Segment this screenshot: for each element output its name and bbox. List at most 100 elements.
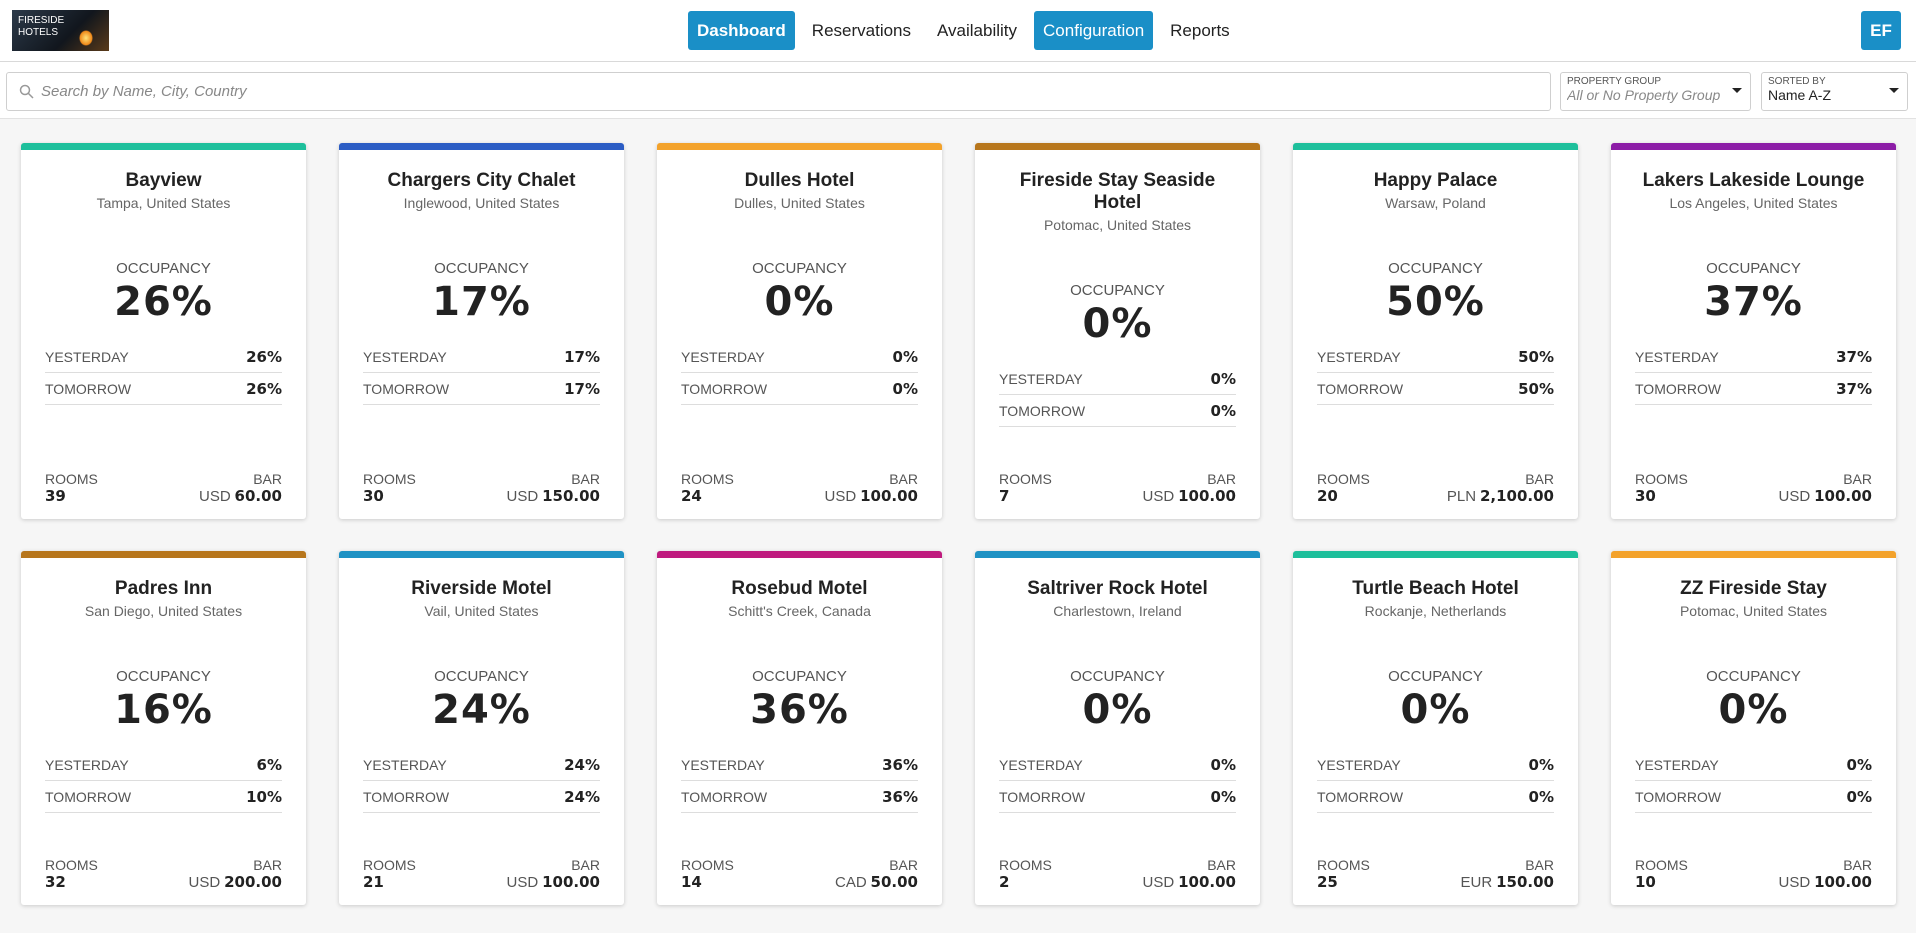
hotel-card[interactable]: Chargers City Chalet Inglewood, United St…	[339, 143, 624, 519]
tomorrow-label: TOMORROW	[1635, 788, 1722, 805]
bar-label: BAR	[889, 471, 918, 487]
nav-item[interactable]: Availability	[937, 21, 1018, 40]
yesterday-value: 0%	[1210, 755, 1236, 774]
hotel-name: Turtle Beach Hotel	[1352, 578, 1519, 599]
occupancy-rows: YESTERDAY 26% TOMORROW 26%	[45, 341, 282, 405]
yesterday-label: YESTERDAY	[45, 348, 129, 365]
nav-item[interactable]: Configuration	[1034, 11, 1154, 50]
rooms-label: ROOMS	[1635, 471, 1688, 487]
nav-item[interactable]: Reservations	[811, 21, 912, 40]
hotel-location: Inglewood, United States	[403, 195, 560, 211]
occupancy-label: OCCUPANCY	[1388, 260, 1483, 277]
bar-value-line: USD 100.00	[1779, 873, 1872, 891]
rooms-value: 7	[999, 487, 1010, 505]
yesterday-label: YESTERDAY	[681, 756, 765, 773]
select-label: PROPERTY GROUP	[1567, 76, 1662, 87]
occupancy-value: 0%	[764, 279, 835, 325]
occupancy-label: OCCUPANCY	[434, 668, 529, 685]
hotel-card[interactable]: Bayview Tampa, United States OCCUPANCY 26% Y…	[21, 143, 306, 519]
currency: USD	[506, 874, 539, 891]
hotel-card[interactable]: ZZ Fireside Stay Potomac, United States OC…	[1611, 551, 1896, 905]
tomorrow-row: TOMORROW 24%	[363, 781, 600, 813]
yesterday-value: 0%	[1528, 755, 1554, 774]
yesterday-label: YESTERDAY	[999, 370, 1083, 387]
hotel-card[interactable]: Saltriver Rock Hotel Charlestown, Ireland…	[975, 551, 1260, 905]
logo-text: FIRESIDE	[18, 15, 65, 26]
rooms-label: ROOMS	[1317, 857, 1370, 873]
nav-item[interactable]: Reports	[1170, 21, 1230, 40]
card-footer: ROOMS 7 BAR USD 100.00	[999, 471, 1236, 505]
rooms: ROOMS 21	[363, 857, 416, 891]
card-footer: ROOMS 24 BAR USD 100.00	[681, 471, 918, 505]
tomorrow-row: TOMORROW 37%	[1635, 373, 1872, 405]
yesterday-row: YESTERDAY 37%	[1635, 341, 1872, 373]
occupancy-value: 0%	[1082, 687, 1153, 733]
currency: USD	[1778, 488, 1811, 505]
nav-item[interactable]: Dashboard	[688, 11, 795, 50]
hotel-location: Warsaw, Poland	[1385, 195, 1486, 211]
bar-value-line: PLN 2,100.00	[1447, 487, 1554, 505]
tomorrow-value: 24%	[564, 787, 600, 806]
bar-value: 60.00	[234, 487, 282, 505]
rooms-value: 39	[45, 487, 66, 505]
bar-label: BAR	[1843, 857, 1872, 873]
hotel-card[interactable]: Padres Inn San Diego, United States OCCUPA…	[21, 551, 306, 905]
hotel-location: Los Angeles, United States	[1669, 195, 1838, 211]
bar-value-line: USD 100.00	[507, 873, 600, 891]
yesterday-row: YESTERDAY 17%	[363, 341, 600, 373]
occupancy-rows: YESTERDAY 0% TOMORROW 0%	[1635, 749, 1872, 813]
yesterday-label: YESTERDAY	[45, 756, 129, 773]
yesterday-row: YESTERDAY 24%	[363, 749, 600, 781]
hotel-card[interactable]: Dulles Hotel Dulles, United States OCCUPAN…	[657, 143, 942, 519]
bar-value-line: USD 150.00	[507, 487, 600, 505]
rooms-label: ROOMS	[1635, 857, 1688, 873]
occupancy-label: OCCUPANCY	[116, 668, 211, 685]
logo[interactable]: FIRESIDE HOTELS	[12, 10, 109, 51]
tomorrow-label: TOMORROW	[1635, 380, 1722, 397]
yesterday-row: YESTERDAY 0%	[681, 341, 918, 373]
hotel-card[interactable]: Turtle Beach Hotel Rockanje, Netherlands O…	[1293, 551, 1578, 905]
search-input[interactable]: Search by Name, City, Country	[6, 72, 1551, 111]
tomorrow-label: TOMORROW	[681, 380, 768, 397]
yesterday-label: YESTERDAY	[999, 756, 1083, 773]
hotel-card[interactable]: Lakers Lakeside Lounge Los Angeles, Unite…	[1611, 143, 1896, 519]
sort-select[interactable]: SORTED BY Name A-Z	[1761, 72, 1908, 111]
rooms-value: 14	[681, 873, 702, 891]
avatar[interactable]: EF	[1861, 11, 1901, 50]
card-grid: Bayview Tampa, United States OCCUPANCY 26% Y…	[21, 143, 1896, 905]
occupancy-value: 26%	[114, 279, 213, 325]
yesterday-value: 0%	[892, 347, 918, 366]
occupancy-rows: YESTERDAY 24% TOMORROW 24%	[363, 749, 600, 813]
select-label: SORTED BY	[1768, 76, 1826, 87]
rooms-label: ROOMS	[681, 857, 734, 873]
bar-value: 150.00	[542, 487, 600, 505]
property-group-select[interactable]: PROPERTY GROUP All or No Property Group	[1560, 72, 1751, 111]
bar-value-line: USD 60.00	[199, 487, 282, 505]
yesterday-row: YESTERDAY 0%	[1317, 749, 1554, 781]
hotel-card[interactable]: Rosebud Motel Schitt's Creek, Canada OCCUP…	[657, 551, 942, 905]
rooms: ROOMS 30	[1635, 471, 1688, 505]
hotel-card[interactable]: Riverside Motel Vail, United States OCCUPA…	[339, 551, 624, 905]
card-footer: ROOMS 2 BAR USD 100.00	[999, 857, 1236, 891]
yesterday-label: YESTERDAY	[1317, 756, 1401, 773]
hotel-name: Saltriver Rock Hotel	[1027, 578, 1208, 599]
bar-label: BAR	[253, 471, 282, 487]
hotel-location: Schitt's Creek, Canada	[728, 603, 871, 619]
tomorrow-row: TOMORROW 0%	[999, 395, 1236, 427]
hotel-location: Potomac, United States	[1043, 217, 1192, 233]
bar-label: BAR	[253, 857, 282, 873]
rooms-label: ROOMS	[999, 471, 1052, 487]
currency: USD	[188, 874, 221, 891]
bar-label: BAR	[571, 857, 600, 873]
bar-rate: BAR USD 200.00	[189, 857, 282, 891]
tomorrow-label: TOMORROW	[681, 788, 768, 805]
bar-rate: BAR USD 100.00	[507, 857, 600, 891]
hotel-card[interactable]: Fireside Stay Seaside Hotel Potomac, Unit…	[975, 143, 1260, 519]
occupancy-label: OCCUPANCY	[752, 260, 847, 277]
logo-text: HOTELS	[18, 27, 59, 38]
currency: USD	[198, 488, 231, 505]
card-footer: ROOMS 30 BAR USD 150.00	[363, 471, 600, 505]
bar-rate: BAR USD 100.00	[1143, 471, 1236, 505]
hotel-card[interactable]: Happy Palace Warsaw, Poland OCCUPANCY 50% YE…	[1293, 143, 1578, 519]
bar-value-line: CAD 50.00	[835, 873, 918, 891]
